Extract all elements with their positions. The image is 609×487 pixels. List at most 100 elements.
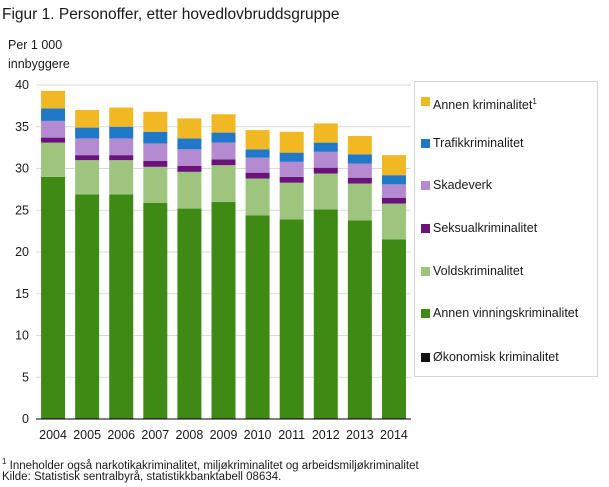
y-axis-label-line1: Per 1 000 [8,38,63,52]
bar-segment-voldskriminalitet-2013 [347,183,372,221]
bar-segment-annen-kriminalitet-2011 [279,131,304,153]
bar-segment-voldskriminalitet-2012 [313,173,338,210]
bar-segment-trafikkriminalitet-2005 [75,127,100,139]
bar-segment-skadeverk-2011 [279,161,304,177]
bar-segment-skadeverk-2004 [41,120,66,138]
y-tick-label: 5 [22,370,29,384]
chart-title: Figur 1. Personoffer, etter hovedlovbrud… [2,6,340,23]
bar-segment-annen-kriminalitet-2005 [75,110,100,128]
x-tick-label: 2014 [380,428,408,442]
legend-label-voldskriminalitet: Voldskriminalitet [433,264,524,278]
bar-segment-skadeverk-2007 [143,143,168,161]
x-tick-label: 2010 [244,428,272,442]
bar-segment-trafikkriminalitet-2007 [143,131,168,144]
x-tick-label: 2007 [141,428,169,442]
x-tick-label: 2011 [278,428,305,442]
bar-segment-seksualkriminalitet-2004 [41,137,66,143]
bar-segment-annen-kriminalitet-2014 [381,155,406,176]
legend-swatch-annen-kriminalitet [421,97,430,106]
y-tick-label: 30 [15,162,29,176]
bar-segment-trafikkriminalitet-2010 [245,149,270,158]
footnote-marker: 1 [2,457,7,466]
bar-segment-annen-vinningskriminalitet-2009 [211,201,236,419]
bar-segment-voldskriminalitet-2009 [211,165,236,202]
x-tick-label: 2013 [346,428,374,442]
bar-segment-skadeverk-2013 [347,163,372,178]
legend-label-okonomisk-kriminalitet: Økonomisk kriminalitet [433,350,559,364]
bar-segment-seksualkriminalitet-2005 [75,155,100,161]
bar-segment-annen-kriminalitet-2009 [211,114,236,133]
footnote: 1 Inneholder også narkotikakriminalitet,… [2,457,419,472]
bar-segment-skadeverk-2012 [313,151,338,168]
bar-segment-trafikkriminalitet-2009 [211,132,236,143]
x-tick-label: 2006 [107,428,135,442]
bar-segment-annen-vinningskriminalitet-2006 [109,194,134,419]
x-tick-label: 2005 [73,428,101,442]
legend-swatch-seksualkriminalitet [421,224,430,233]
bar-segment-voldskriminalitet-2014 [381,203,406,240]
bar-segment-seksualkriminalitet-2008 [177,165,202,172]
bar-segment-annen-kriminalitet-2007 [143,111,168,132]
legend-label-seksualkriminalitet: Seksualkriminalitet [433,221,538,235]
legend-swatch-skadeverk [421,181,430,190]
legend-footnote-marker: 1 [532,97,537,106]
bar-segment-annen-kriminalitet-2012 [313,123,338,143]
bar-segment-annen-kriminalitet-2008 [177,118,202,139]
bar-segment-skadeverk-2008 [177,149,202,166]
y-tick-label: 10 [15,329,29,343]
legend-label-annen-vinningskriminalitet: Annen vinningskriminalitet [433,306,579,320]
bar-segment-annen-vinningskriminalitet-2007 [143,202,168,419]
bar-segment-annen-vinningskriminalitet-2010 [245,215,270,419]
bar-segment-annen-vinningskriminalitet-2013 [347,220,372,419]
bar-segment-trafikkriminalitet-2013 [347,154,372,164]
bar-segment-annen-vinningskriminalitet-2008 [177,208,202,419]
bar-segment-seksualkriminalitet-2011 [279,176,304,183]
source-note: Kilde: Statistisk sentralbyrå, statistik… [2,471,282,483]
bar-segment-trafikkriminalitet-2008 [177,138,202,150]
bar-segment-seksualkriminalitet-2007 [143,160,168,167]
y-tick-label: 0 [22,412,29,426]
bar-segment-annen-vinningskriminalitet-2011 [279,219,304,419]
legend-label-trafikkriminalitet: Trafikkriminalitet [433,136,524,150]
legend-item-trafikkriminalitet: Trafikkriminalitet [421,134,524,153]
legend-item-voldskriminalitet: Voldskriminalitet [421,262,524,281]
legend-item-annen-kriminalitet: Annen kriminalitet1 [421,92,537,115]
bar-segment-annen-kriminalitet-2006 [109,107,134,127]
bar-segment-seksualkriminalitet-2013 [347,177,372,184]
bar-segment-voldskriminalitet-2004 [41,142,66,177]
bar-segment-trafikkriminalitet-2014 [381,175,406,185]
bar-segment-voldskriminalitet-2005 [75,160,100,195]
bar-segment-annen-vinningskriminalitet-2004 [41,176,66,419]
bar-segment-voldskriminalitet-2011 [279,182,304,220]
bar-segment-voldskriminalitet-2008 [177,171,202,209]
bar-segment-trafikkriminalitet-2011 [279,152,304,162]
bar-segment-skadeverk-2005 [75,138,100,156]
bar-segment-trafikkriminalitet-2004 [41,108,66,121]
bar-segment-trafikkriminalitet-2006 [109,126,134,139]
bar-segment-seksualkriminalitet-2014 [381,197,406,204]
bar-segment-trafikkriminalitet-2012 [313,142,338,152]
bar-segment-annen-vinningskriminalitet-2005 [75,194,100,419]
x-tick-label: 2004 [39,428,67,442]
bar-segment-seksualkriminalitet-2006 [109,155,134,161]
bar-segment-skadeverk-2010 [245,157,270,173]
bar-segment-voldskriminalitet-2010 [245,178,270,216]
legend-swatch-voldskriminalitet [421,267,430,276]
bar-segment-skadeverk-2006 [109,138,134,156]
bar-segment-annen-vinningskriminalitet-2014 [381,239,406,419]
bar-segment-skadeverk-2009 [211,142,236,160]
bar-segment-voldskriminalitet-2006 [109,160,134,195]
bar-segment-skadeverk-2014 [381,184,406,198]
y-axis-label-line2: innbyggere [8,57,70,71]
legend-swatch-annen-vinningskriminalitet [421,309,430,318]
y-tick-label: 35 [15,120,29,134]
y-tick-label: 40 [15,78,29,92]
bar-segment-seksualkriminalitet-2012 [313,167,338,174]
legend-item-okonomisk-kriminalitet: Økonomisk kriminalitet [421,348,559,367]
legend-label-skadeverk: Skadeverk [433,178,493,192]
legend-swatch-trafikkriminalitet [421,139,430,148]
legend-item-annen-vinningskriminalitet: Annen vinningskriminalitet [421,304,583,323]
footnote-text: Inneholder også narkotikakriminalitet, m… [6,459,419,472]
y-tick-label: 15 [15,287,29,301]
